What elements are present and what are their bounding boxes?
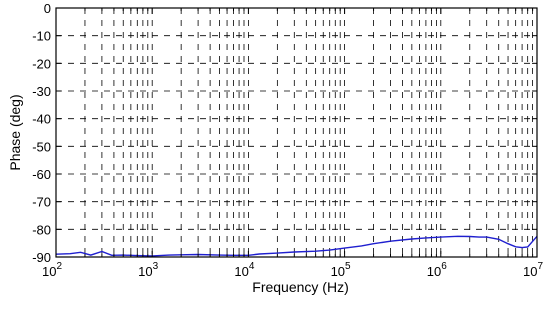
phase-series-line	[55, 235, 538, 257]
y-axis-label: Phase (deg)	[7, 94, 23, 170]
series-layer	[55, 235, 538, 257]
plot-frame	[55, 7, 538, 258]
axis-ticks	[56, 7, 537, 258]
y-tick-label: -40	[32, 112, 51, 127]
y-tick-label: -90	[32, 250, 51, 265]
x-axis-label: Frequency (Hz)	[252, 279, 348, 295]
x-tick-label: 102	[42, 261, 62, 279]
y-tick-label: -10	[32, 29, 51, 44]
y-tick-label: -30	[32, 84, 51, 99]
x-tick-label: 104	[234, 261, 254, 279]
x-tick-labels: 102 103 104 105 106 107	[42, 261, 543, 279]
y-tick-labels: 0 -10 -20 -30 -40 -50 -60 -70 -80 -90	[32, 1, 51, 265]
x-tick-label: 105	[331, 261, 351, 279]
x-tick-label: 107	[523, 261, 543, 279]
grid-lines	[56, 8, 537, 257]
x-tick-label: 106	[427, 261, 447, 279]
y-tick-label: 0	[44, 1, 51, 16]
y-tick-label: -20	[32, 56, 51, 71]
y-tick-label: -70	[32, 195, 51, 210]
x-tick-label: 103	[138, 261, 158, 279]
y-tick-label: -50	[32, 139, 51, 154]
y-tick-label: -60	[32, 167, 51, 182]
y-tick-label: -80	[32, 222, 51, 237]
